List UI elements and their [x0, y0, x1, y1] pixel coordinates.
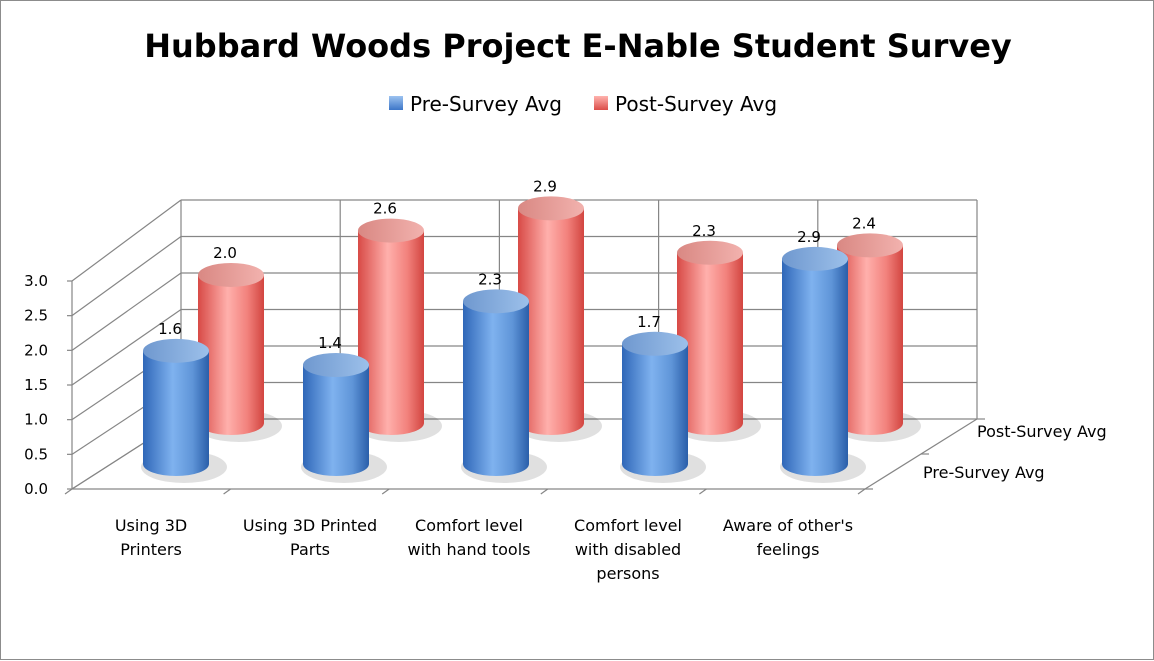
data-label: 2.3 [692, 222, 716, 240]
y-tick-label: 1.0 [24, 411, 48, 429]
category-label-line: with disabled [575, 540, 681, 559]
legend-swatch-post [594, 96, 608, 110]
legend-label-pre: Pre-Survey Avg [410, 92, 562, 116]
bar-body [303, 364, 369, 476]
data-labels: 2.0 2.6 2.9 2.3 2.4 1.6 1.4 2.3 1.7 2.9 [158, 177, 876, 352]
bar-top [143, 338, 209, 363]
data-label: 2.9 [797, 228, 821, 246]
y-tick-label: 3.0 [24, 272, 48, 290]
y-tick-label: 2.0 [24, 341, 48, 359]
bar-body [782, 258, 848, 476]
bar-top [463, 289, 529, 314]
series-axis-label-pre: Pre-Survey Avg [923, 463, 1045, 482]
gridline-side [71, 199, 182, 282]
x-tick-mark [699, 488, 707, 495]
bar-top [303, 352, 369, 377]
bar-pre [141, 338, 227, 483]
data-label: 1.7 [637, 313, 661, 331]
series-axis-labels: Post-Survey Avg Pre-Survey Avg [923, 422, 1107, 482]
x-tick-mark [381, 488, 390, 495]
data-label: 1.4 [318, 334, 342, 352]
gridline-side [71, 309, 182, 386]
y-axis-ticks: 0.0 0.5 1.0 1.5 2.0 2.5 3.0 [24, 272, 48, 498]
category-label-line: Using 3D [115, 516, 187, 535]
y-tick-label: 1.5 [24, 376, 48, 394]
bar-pre [780, 246, 866, 483]
category-label-line: Using 3D Printed [243, 516, 377, 535]
x-tick-mark [857, 488, 866, 495]
category-label-line: Aware of other's [723, 516, 853, 535]
bar-top [837, 233, 903, 258]
category-label: Comfort level with hand tools [408, 516, 531, 559]
bar-top [677, 240, 743, 265]
bar-body [518, 208, 584, 435]
bar-body [198, 274, 264, 435]
category-label: Aware of other's feelings [723, 516, 853, 559]
x-tick-mark [540, 488, 549, 495]
bar-pre [461, 289, 547, 483]
bar-body [358, 230, 424, 435]
bar-top [198, 262, 264, 287]
bar-post [675, 240, 761, 442]
bar-body [677, 252, 743, 435]
bar-body [463, 301, 529, 476]
bar-top [358, 218, 424, 243]
legend: Pre-Survey Avg Post-Survey Avg [389, 92, 777, 116]
y-tick-label: 0.5 [24, 445, 48, 463]
bar-top [518, 196, 584, 221]
bars [141, 196, 921, 483]
series-axis-label-post: Post-Survey Avg [977, 422, 1107, 441]
category-label-line: persons [596, 564, 659, 583]
y-tick-label: 2.5 [24, 307, 48, 325]
bar-top [622, 331, 688, 356]
category-label: Using 3D Printed Parts [243, 516, 377, 559]
data-label: 2.0 [213, 244, 237, 262]
bar-post [835, 233, 921, 442]
category-label-line: Comfort level [574, 516, 682, 535]
data-label: 2.6 [373, 200, 397, 218]
bar-top [782, 246, 848, 271]
category-label: Using 3D Printers [115, 516, 187, 559]
data-label: 2.4 [852, 214, 876, 232]
category-labels: Using 3D Printers Using 3D Printed Parts Com… [115, 516, 853, 583]
bar-body [837, 245, 903, 435]
category-label-line: feelings [757, 540, 820, 559]
bar-post [516, 196, 602, 442]
bar-body [622, 343, 688, 476]
legend-swatch-pre [389, 96, 403, 110]
y-tick-label: 0.0 [24, 480, 48, 498]
gridline-side [71, 236, 182, 317]
bar-post [356, 218, 442, 442]
gridline-side [71, 272, 182, 351]
chart-title: Hubbard Woods Project E-Nable Student Su… [144, 27, 1012, 65]
x-tick-mark [64, 488, 73, 495]
category-label-line: Parts [290, 540, 330, 559]
bar-pre [620, 331, 706, 483]
category-label: Comfort level with disabled persons [574, 516, 682, 583]
data-label: 2.3 [478, 270, 502, 288]
category-label-line: with hand tools [408, 540, 531, 559]
bar-body [143, 350, 209, 476]
bar-pre [301, 352, 387, 483]
data-label: 2.9 [533, 177, 557, 195]
legend-label-post: Post-Survey Avg [615, 92, 777, 116]
x-tick-mark [223, 488, 231, 495]
category-label-line: Printers [120, 540, 182, 559]
category-label-line: Comfort level [415, 516, 523, 535]
bar-post [196, 262, 282, 442]
data-label: 1.6 [158, 320, 182, 338]
